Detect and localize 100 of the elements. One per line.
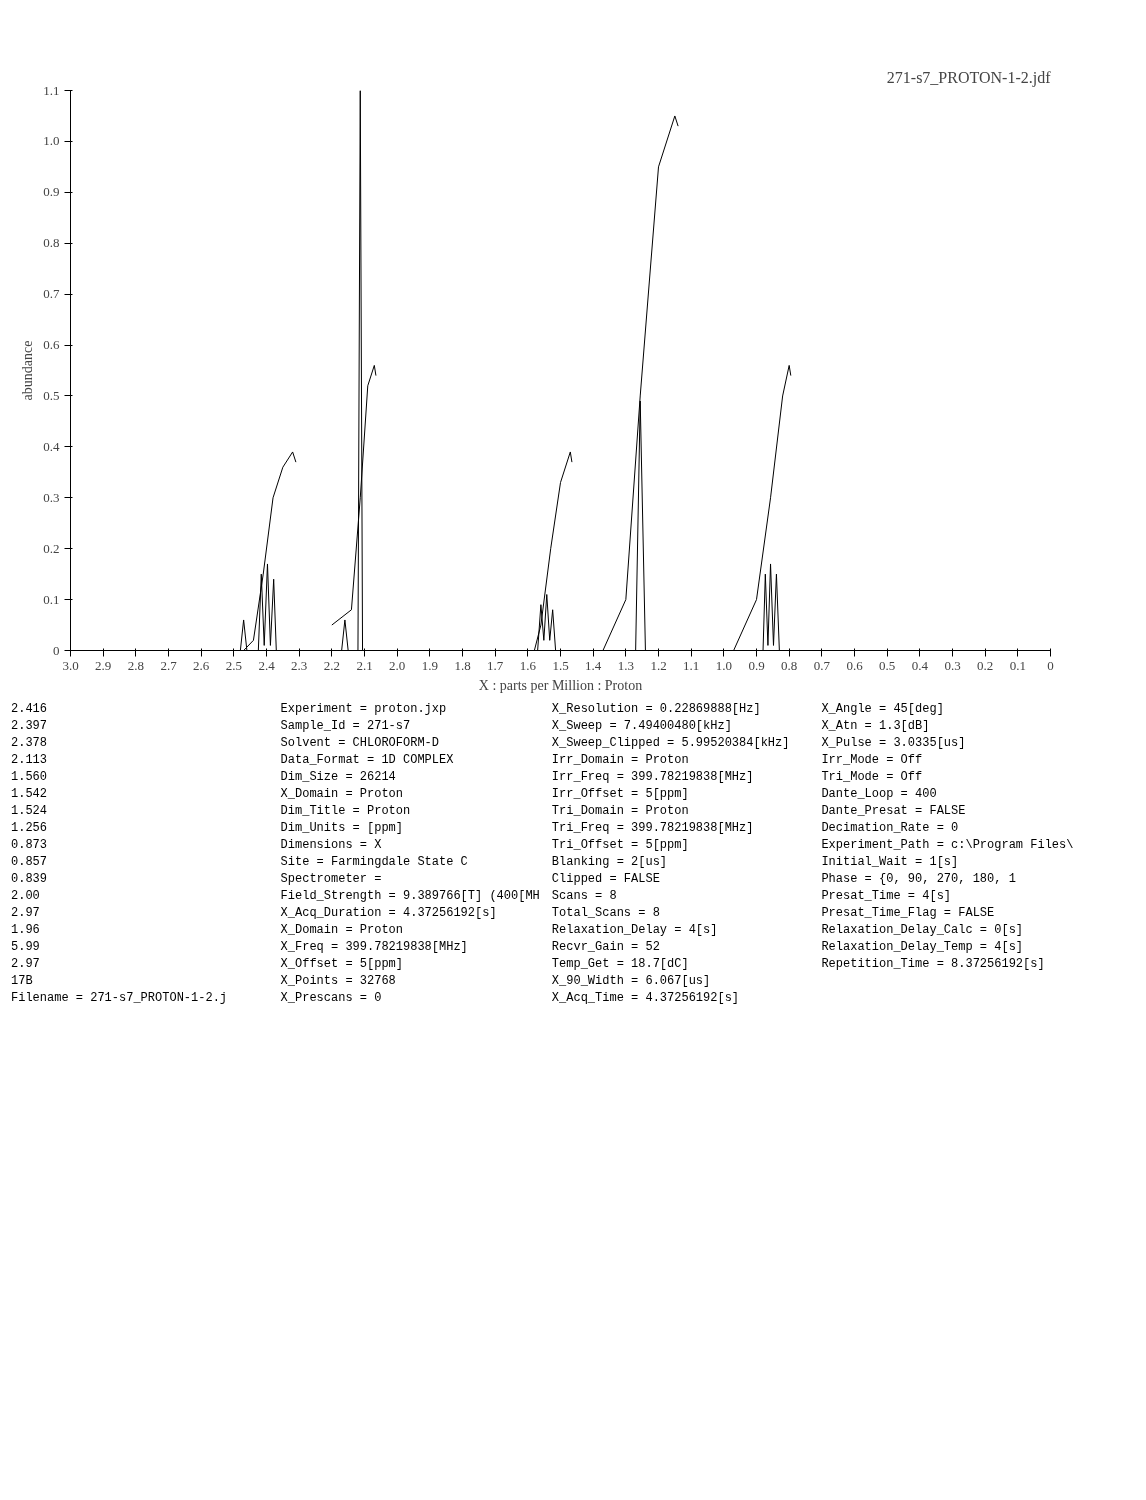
text: Irr_Freq = 399.78219838[MHz] — [551, 769, 755, 786]
x-tick-label: 2.1 — [356, 657, 373, 673]
x-tick-label: 0 — [1047, 657, 1054, 673]
text: Dimensions = X — [280, 837, 383, 854]
text: Sample_Id = 271-s7 — [280, 718, 412, 735]
x-tick-label: 2.0 — [389, 657, 406, 673]
y-tick-label: 0.7 — [43, 286, 60, 302]
text: 2.397 — [11, 718, 48, 735]
y-tick-label: 0.3 — [43, 489, 60, 505]
text: 1.256 — [11, 820, 48, 837]
text: 1.96 — [11, 922, 41, 939]
text: X_Prescans = 0 — [280, 990, 383, 1007]
y-tick-label: 0.4 — [43, 438, 60, 454]
text: Phase = {0, 90, 270, 180, 1 — [821, 871, 1017, 888]
text: 2.416 — [11, 701, 48, 718]
text: Solvent = CHLOROFORM-D — [280, 735, 440, 752]
y-tick-label: 0.5 — [43, 387, 60, 403]
text: Tri_Offset = 5[ppm] — [551, 837, 690, 854]
x-tick-label: 1.2 — [650, 657, 667, 673]
x-tick-label: 0.6 — [846, 657, 864, 673]
x-tick-label: 2.7 — [160, 657, 178, 673]
text: Relaxation_Delay_Calc = 0[s] — [821, 922, 1025, 939]
text: Dim_Units = [ppm] — [280, 820, 404, 837]
x-tick-label: 2.8 — [127, 657, 144, 673]
y-tick-label: 0.9 — [43, 184, 60, 200]
x-tick-label: 2.6 — [193, 657, 210, 673]
x-tick-label: 2.9 — [95, 657, 112, 673]
text: 1.542 — [11, 786, 48, 803]
text: Field_Strength = 9.389766[T] (400[MH — [280, 888, 540, 905]
text: Tri_Mode = Off — [821, 769, 924, 786]
text: Spectrometer = — [280, 871, 383, 888]
x-tick-label: 1.4 — [585, 657, 602, 673]
text: Recvr_Gain = 52 — [551, 939, 661, 956]
text: Filename = 271-s7_PROTON-1-2.j — [11, 990, 229, 1007]
chart-title: 271-s7_PROTON-1-2.jdf — [886, 68, 1052, 87]
x-tick-label: 2.2 — [323, 657, 340, 673]
x-tick-label: 0.8 — [781, 657, 798, 673]
x-tick-label: 1.5 — [552, 657, 569, 673]
y-tick-label: 1.1 — [43, 82, 60, 98]
text: Presat_Time = 4[s] — [821, 888, 953, 905]
text: Dante_Loop = 400 — [821, 786, 938, 803]
text: 5.99 — [11, 939, 41, 956]
text: X_Resolution = 0.22869888[Hz] — [551, 701, 762, 718]
text: 2.97 — [11, 956, 41, 973]
x-tick-label: 1.3 — [617, 657, 634, 673]
x-tick-label: 0.9 — [748, 657, 765, 673]
text: Clipped = FALSE — [551, 871, 661, 888]
x-tick-label: 3.0 — [62, 657, 79, 673]
text: Tri_Domain = Proton — [551, 803, 690, 820]
text: X_Pulse = 3.0335[us] — [821, 735, 967, 752]
text: 0.839 — [11, 871, 48, 888]
text: Data_Format = 1D COMPLEX — [280, 752, 455, 769]
x-tick-label: 1.8 — [454, 657, 471, 673]
text: 2.113 — [11, 752, 48, 769]
text: X_Sweep = 7.49400480[kHz] — [551, 718, 733, 735]
text: X_Acq_Duration = 4.37256192[s] — [280, 905, 498, 922]
text: 17B — [11, 973, 34, 990]
y-tick-label: 0.8 — [43, 235, 60, 251]
text: X_Points = 32768 — [280, 973, 397, 990]
text: Relaxation_Delay_Temp = 4[s] — [821, 939, 1025, 956]
text: Repetition_Time = 8.37256192[s] — [821, 956, 1046, 973]
text: X_Domain = Proton — [280, 786, 404, 803]
text: X_Offset = 5[ppm] — [280, 956, 404, 973]
text: 0.857 — [11, 854, 48, 871]
text: Total_Scans = 8 — [551, 905, 661, 922]
text: Relaxation_Delay = 4[s] — [551, 922, 719, 939]
x-tick-label: 1.1 — [683, 657, 700, 673]
text: X_Freq = 399.78219838[MHz] — [280, 939, 469, 956]
text: Experiment = proton.jxp — [280, 701, 448, 718]
text: 2.378 — [11, 735, 48, 752]
text: X_Atn = 1.3[dB] — [821, 718, 931, 735]
text: Dim_Size = 26214 — [280, 769, 397, 786]
y-axis-title: abundance — [20, 340, 36, 401]
text: Temp_Get = 18.7[dC] — [551, 956, 690, 973]
x-tick-label: 0.3 — [944, 657, 961, 673]
x-tick-label: 2.4 — [258, 657, 276, 673]
y-tick-label: 1.0 — [43, 133, 60, 149]
text: Site = Farmingdale State C — [280, 854, 469, 871]
text: X_Sweep_Clipped = 5.99520384[kHz] — [551, 735, 791, 752]
text: Irr_Offset = 5[ppm] — [551, 786, 690, 803]
y-tick-label: 0 — [53, 642, 60, 658]
x-tick-label: 0.5 — [879, 657, 896, 673]
y-tick-label: 0.6 — [43, 337, 60, 353]
text: Irr_Mode = Off — [821, 752, 924, 769]
text: Scans = 8 — [551, 888, 618, 905]
text: 2.97 — [11, 905, 41, 922]
text: Tri_Freq = 399.78219838[MHz] — [551, 820, 755, 837]
text: Dante_Presat = FALSE — [821, 803, 967, 820]
text: Irr_Domain = Proton — [551, 752, 690, 769]
x-tick-label: 0.1 — [1009, 657, 1026, 673]
text: 0.873 — [11, 837, 48, 854]
text: Decimation_Rate = 0 — [821, 820, 960, 837]
text: Blanking = 2[us] — [551, 854, 669, 871]
x-tick-label: 1.6 — [519, 657, 537, 673]
text: 2.00 — [11, 888, 41, 905]
y-tick-label: 0.1 — [43, 591, 60, 607]
text: Dim_Title = Proton — [280, 803, 412, 820]
x-tick-label: 1.0 — [715, 657, 732, 673]
x-tick-label: 2.5 — [225, 657, 242, 673]
x-axis-title: X : parts per Million : Proton — [478, 677, 643, 693]
